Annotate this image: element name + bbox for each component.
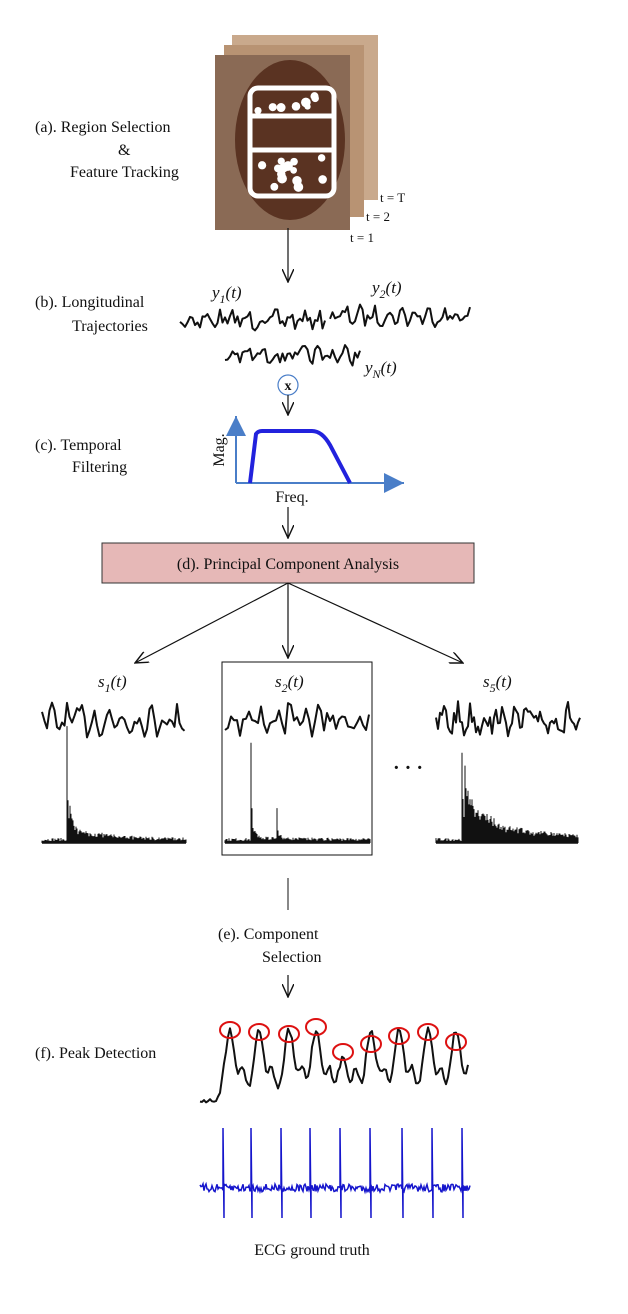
step-label: (b). Longitudinal	[35, 294, 145, 311]
feature-point	[317, 154, 326, 162]
step-label: Trajectories	[72, 318, 148, 335]
feature-point	[276, 103, 286, 113]
step-label: Feature Tracking	[70, 164, 179, 181]
signal	[41, 701, 186, 739]
feature-point	[277, 169, 286, 179]
signal	[435, 700, 581, 738]
spectrum	[41, 726, 187, 843]
signal	[224, 344, 361, 367]
frame-label: t = 2	[366, 209, 390, 224]
step-label: (c). Temporal	[35, 437, 122, 454]
feature-point	[291, 102, 301, 111]
peak-marker	[305, 1018, 327, 1036]
feature-point	[290, 166, 298, 174]
feature-point	[310, 92, 319, 101]
peak-marker	[445, 1033, 467, 1051]
feature-point	[257, 161, 267, 170]
ecg-signal	[199, 1127, 471, 1219]
pca-box	[101, 542, 475, 584]
frame-labels: t = T t = 2 t = 1	[350, 190, 405, 245]
signal-label: yN(t)	[363, 358, 397, 381]
feature-point	[270, 182, 279, 191]
feature-point	[301, 97, 311, 108]
feature-point	[277, 157, 285, 165]
spectrum	[224, 742, 371, 843]
feature-point	[318, 175, 327, 184]
axis-label: Freq.	[275, 489, 308, 506]
frame-label: t = T	[380, 190, 405, 205]
filter-response	[248, 429, 352, 484]
step-label: (a). Region Selection	[35, 119, 171, 136]
signal	[224, 702, 370, 738]
step-label: Selection	[262, 949, 322, 966]
signals	[41, 303, 581, 1219]
feature-point	[268, 103, 277, 112]
step-label: Filtering	[72, 459, 127, 476]
selected-box	[221, 661, 373, 856]
signal-label: y1(t)	[210, 283, 242, 306]
feature-point	[254, 106, 262, 115]
peak-marker	[388, 1027, 410, 1045]
multiply-symbol: x	[285, 379, 292, 394]
roi	[247, 85, 337, 199]
spectrum	[435, 752, 579, 843]
peak-marker	[332, 1043, 354, 1061]
peak-marker	[248, 1023, 270, 1041]
step-label: &	[118, 142, 131, 159]
ellipsis: · · ·	[393, 757, 423, 779]
peak-marker	[278, 1025, 300, 1043]
component-label: s1(t)	[98, 672, 127, 695]
step-label: (e). Component	[218, 926, 319, 943]
signal-label: y2(t)	[370, 278, 402, 301]
axis-label: Mag.	[211, 433, 228, 466]
peak-marker	[417, 1023, 439, 1041]
caption: ECG ground truth	[254, 1242, 370, 1259]
feature-points	[254, 92, 327, 192]
frame-label: t = 1	[350, 230, 374, 245]
signal	[329, 303, 471, 328]
feature-point	[283, 161, 293, 171]
feature-point	[290, 157, 298, 166]
feature-point	[292, 176, 302, 186]
component-label: s5(t)	[483, 672, 512, 695]
peak-marker	[219, 1021, 241, 1039]
component-label: s2(t)	[275, 672, 304, 695]
pca-label: (d). Principal Component Analysis	[177, 556, 399, 573]
signal	[179, 308, 326, 332]
step-label: (f). Peak Detection	[35, 1045, 156, 1062]
ppg-signal	[199, 1026, 469, 1104]
peak-marker	[360, 1035, 382, 1053]
